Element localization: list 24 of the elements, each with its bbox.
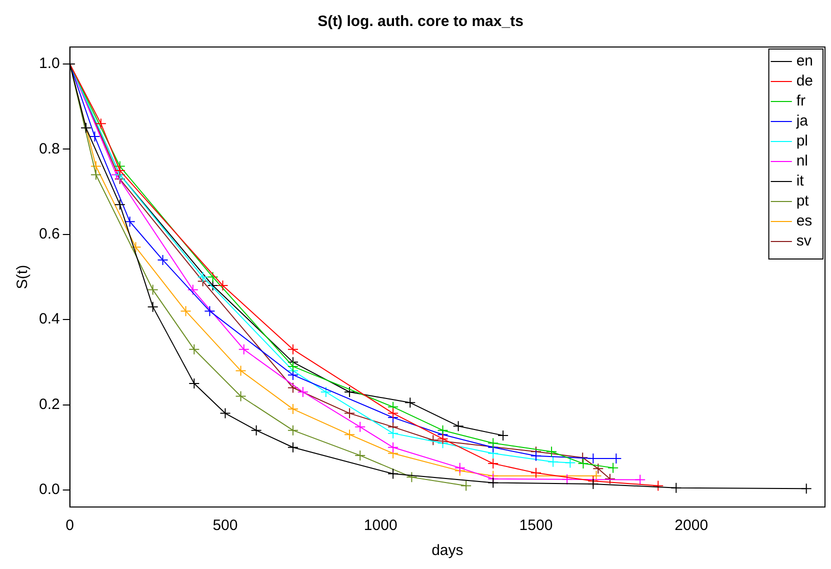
chart-title: S(t) log. auth. core to max_ts — [318, 13, 524, 30]
legend-label: ja — [795, 112, 809, 130]
legend-label: nl — [796, 152, 808, 170]
x-tick-label: 0 — [66, 517, 74, 534]
legend-label: pl — [796, 132, 808, 150]
y-tick-label: 1.0 — [38, 55, 60, 72]
legend-label: es — [796, 212, 812, 230]
x-axis-title: days — [432, 542, 464, 560]
legend-label: sv — [796, 232, 812, 250]
y-tick-label: 0.4 — [38, 310, 60, 328]
y-axis-title: S(t) — [14, 264, 32, 290]
y-tick-label: 0.2 — [38, 396, 60, 413]
y-tick-label: 0.0 — [38, 481, 60, 498]
legend-label: en — [796, 52, 814, 70]
x-tick-label: 500 — [212, 517, 238, 534]
x-tick-label: 1500 — [519, 517, 553, 534]
y-tick-label: 0.8 — [38, 140, 60, 158]
legend-label: it — [796, 172, 805, 190]
y-tick-label: 0.6 — [38, 226, 60, 243]
x-tick-label: 1000 — [364, 517, 398, 534]
legend-label: de — [796, 72, 814, 90]
legend-label: fr — [796, 92, 806, 110]
legend-label: pt — [796, 192, 810, 210]
x-tick-label: 2000 — [674, 517, 708, 534]
